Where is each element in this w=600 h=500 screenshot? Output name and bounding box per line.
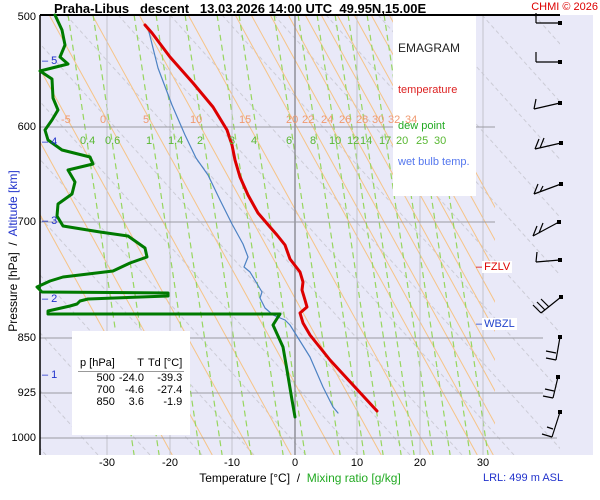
- table-row: 700 -4.6 -27.4: [78, 384, 184, 396]
- table-header: T: [116, 357, 146, 372]
- moist-adiabat-label-5: 5: [143, 114, 150, 126]
- legend-item-temperature: temperature: [398, 84, 458, 96]
- temp-tick-30: 30: [476, 457, 490, 469]
- legend-title: EMAGRAM: [398, 41, 461, 55]
- x-axis-separator: /: [290, 471, 307, 485]
- moist-adiabat-label-24: 24: [321, 114, 334, 126]
- mixing-ratio-label-6: 6: [286, 135, 293, 147]
- table-cell: 850: [96, 396, 115, 408]
- x-axis-temperature-label: Temperature [°C]: [199, 471, 291, 485]
- temp-tick-0: 0: [291, 457, 299, 469]
- temp-tick--30: -30: [99, 457, 115, 469]
- temperature-curve: [143, 23, 379, 413]
- mixing-ratio-label-30: 30: [434, 135, 447, 147]
- y-axis-pressure-label: Pressure [hPa]: [6, 252, 20, 332]
- legend-item-wet-bulb: wet bulb temp.: [398, 156, 470, 168]
- moist-adiabat-label-15: 15: [239, 114, 252, 126]
- table-cell: 700: [96, 384, 115, 396]
- page-title: Praha-Libus descent 13.03.2026 14:00 UTC…: [54, 1, 427, 16]
- mixing-ratio-label-14: 14: [360, 135, 373, 147]
- pressure-tick-700: 700: [17, 216, 36, 228]
- moist-adiabat-label-30: 30: [372, 114, 385, 126]
- table-cell: 3.6: [128, 396, 144, 408]
- sounding-table: p [hPa] T Td [°C] 500 -24.0 -39.3 700 -4.6 -27.…: [72, 331, 191, 435]
- fzlv-tick: –: [476, 261, 483, 273]
- moist-adiabat-label-26: 26: [339, 114, 352, 126]
- legend-item-dew-point: dew point: [398, 120, 446, 132]
- temp-tick-20: 20: [413, 457, 427, 469]
- moist-adiabat-label-34: 34: [405, 114, 418, 126]
- mixing-ratio-label-1: 1: [146, 135, 153, 147]
- table-cell: -39.3: [157, 372, 183, 384]
- mixing-ratio-label-2: 2: [197, 135, 204, 147]
- mixing-ratio-label-10: 10: [329, 135, 342, 147]
- fzlv-marker: – FZLV: [476, 261, 513, 273]
- wbzl-label: WBZL: [482, 318, 517, 330]
- mixing-ratio-label-20: 20: [396, 135, 409, 147]
- altitude-tick-1: – 1: [42, 369, 58, 381]
- copyright-label: CHMI © 2026: [531, 1, 598, 13]
- table-cell: 500: [96, 372, 115, 384]
- temp-tick--20: -20: [162, 457, 178, 469]
- table-header: Td [°C]: [145, 357, 185, 372]
- temp-tick--10: -10: [224, 457, 240, 469]
- table-cell: -1.9: [163, 396, 183, 408]
- y-axis-label: Pressure [hPa] / Altitude [km]: [6, 141, 20, 361]
- altitude-tick-4: – 4: [42, 136, 58, 148]
- mixing-ratio-label-4: 4: [251, 135, 258, 147]
- moist-adiabat-label-32: 32: [388, 114, 401, 126]
- x-axis-mixing-ratio-label: Mixing ratio [g/kg]: [306, 471, 401, 485]
- altitude-tick-5: – 5: [42, 55, 58, 67]
- mixing-ratio-label-3: 3: [229, 135, 236, 147]
- wbzl-tick: –: [476, 318, 483, 330]
- lrl-label: LRL: 499 m ASL: [483, 472, 564, 484]
- dew-point-curve: [35, 13, 297, 419]
- moist-adiabat-label--5: -5: [61, 114, 71, 126]
- table-row: 850 3.6 -1.9: [78, 396, 184, 408]
- altitude-tick-3: – 3: [42, 215, 58, 227]
- fzlv-label: FZLV: [482, 261, 513, 273]
- pressure-tick-850: 850: [17, 332, 36, 344]
- pressure-tick-500: 500: [17, 11, 36, 23]
- legend: EMAGRAM temperature dew point wet bulb t…: [393, 16, 476, 196]
- table-cell: -24.0: [118, 372, 144, 384]
- mixing-ratio-label-1.4: 1.4: [168, 135, 184, 147]
- moist-adiabat-label-0: 0: [100, 114, 107, 126]
- mixing-ratio-label-12: 12: [347, 135, 360, 147]
- table-cell: -4.6: [124, 384, 144, 396]
- pressure-tick-600: 600: [17, 121, 36, 133]
- table-row: 500 -24.0 -39.3: [78, 372, 184, 384]
- mixing-ratio-label-17: 17: [379, 135, 392, 147]
- x-axis-label: Temperature [°C] / Mixing ratio [g/kg]: [150, 471, 450, 485]
- moist-adiabat-label-28: 28: [356, 114, 369, 126]
- pressure-tick-925: 925: [17, 387, 36, 399]
- wet-bulb-curve: [147, 27, 339, 414]
- y-axis-separator: /: [6, 236, 20, 253]
- pressure-tick-1000: 1000: [11, 432, 36, 444]
- mixing-ratio-label-0.6: 0.6: [105, 135, 121, 147]
- moist-adiabat-label-22: 22: [302, 114, 315, 126]
- temp-tick-10: 10: [350, 457, 364, 469]
- wbzl-marker: – WBZL: [476, 318, 517, 330]
- moist-adiabat-label-10: 10: [190, 114, 203, 126]
- table-cell: -27.4: [157, 384, 183, 396]
- mixing-ratio-label-25: 25: [416, 135, 429, 147]
- moist-adiabat-label-20: 20: [286, 114, 299, 126]
- mixing-ratio-label-8: 8: [310, 135, 317, 147]
- mixing-ratio-label-0.4: 0.4: [80, 135, 96, 147]
- table-header: p [hPa]: [78, 357, 117, 372]
- wind-barbs: [532, 13, 563, 438]
- altitude-tick-2: – 2: [42, 293, 58, 305]
